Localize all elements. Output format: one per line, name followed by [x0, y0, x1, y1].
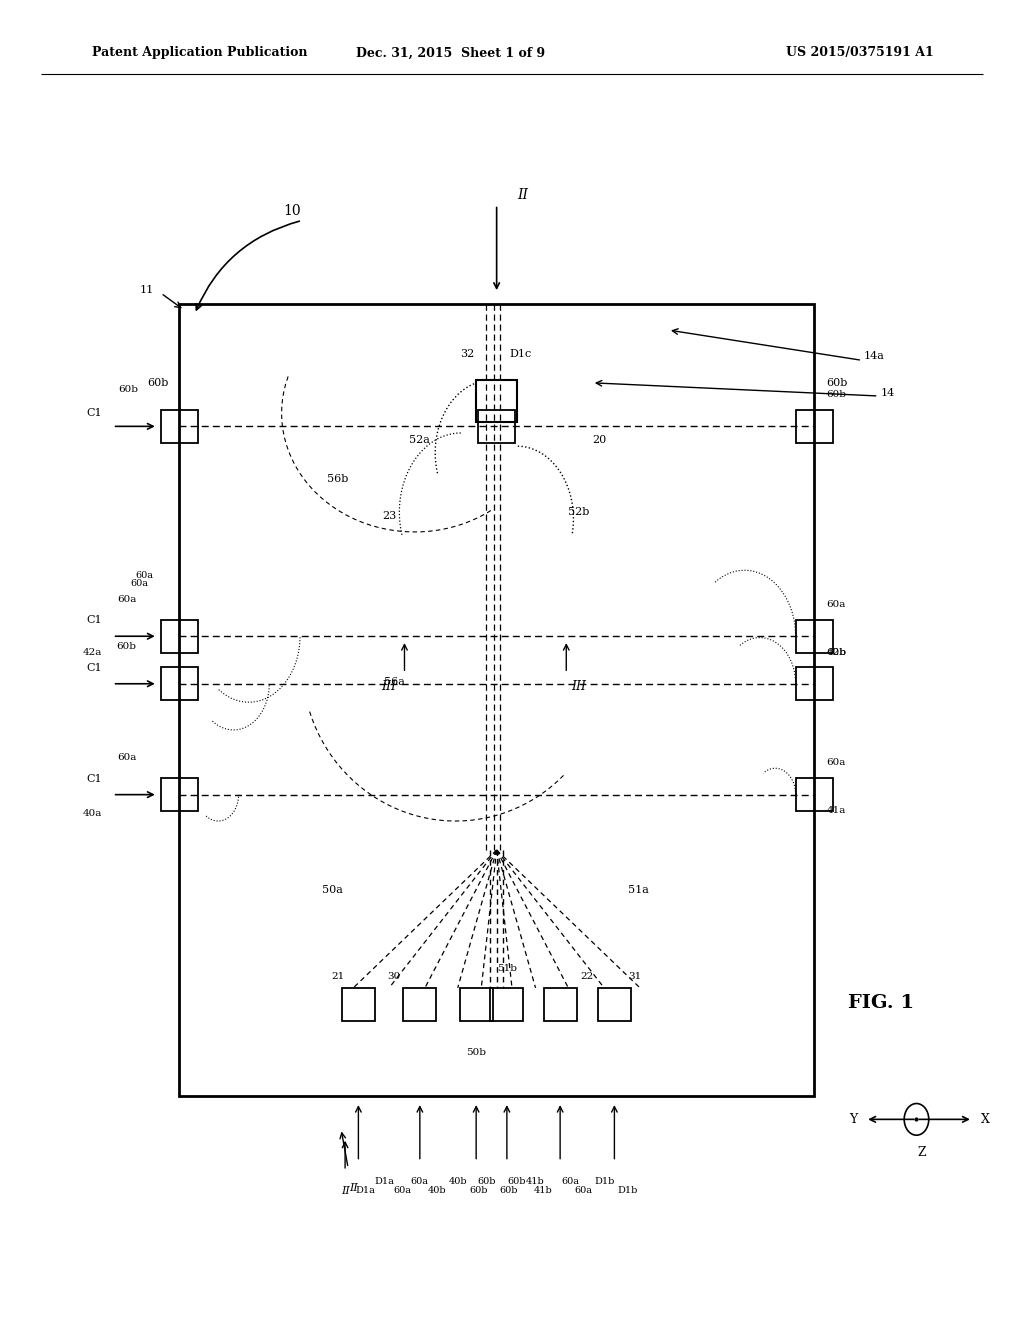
Text: 10: 10 — [283, 205, 301, 218]
Text: US 2015/0375191 A1: US 2015/0375191 A1 — [786, 46, 934, 59]
Bar — [796, 777, 833, 812]
Text: FIG. 1: FIG. 1 — [848, 994, 913, 1012]
Text: 60a: 60a — [117, 754, 136, 762]
Text: D1a: D1a — [374, 1177, 394, 1185]
Bar — [544, 987, 577, 1022]
Bar — [403, 987, 436, 1022]
Text: 60a: 60a — [574, 1187, 593, 1195]
Text: 31: 31 — [629, 972, 641, 981]
Bar — [161, 619, 198, 653]
Text: 60b: 60b — [500, 1187, 518, 1195]
Text: 60a: 60a — [826, 601, 846, 609]
Text: Z: Z — [918, 1146, 926, 1159]
Text: 32: 32 — [460, 348, 474, 359]
Text: 60a: 60a — [130, 579, 148, 587]
Text: 30: 30 — [388, 972, 400, 981]
Text: 60b: 60b — [508, 1177, 526, 1185]
Text: 56a: 56a — [384, 677, 404, 688]
Bar — [161, 777, 198, 812]
Bar — [476, 380, 517, 422]
Text: 14: 14 — [881, 388, 895, 399]
Text: 40b: 40b — [449, 1177, 467, 1185]
Text: 60b: 60b — [826, 378, 848, 388]
Text: 60b: 60b — [116, 643, 136, 651]
Bar — [796, 409, 833, 444]
Text: 42a: 42a — [83, 648, 102, 656]
Text: 40a: 40a — [83, 809, 102, 817]
Text: 56b: 56b — [328, 474, 348, 484]
Text: 42b: 42b — [826, 648, 847, 656]
Text: 41b: 41b — [534, 1187, 552, 1195]
Text: 52a: 52a — [410, 434, 430, 445]
Text: D1c: D1c — [509, 348, 531, 359]
Text: 22: 22 — [581, 972, 593, 981]
Text: D1b: D1b — [617, 1187, 638, 1195]
Text: 52b: 52b — [568, 507, 589, 517]
Text: Y: Y — [849, 1113, 857, 1126]
Text: III: III — [571, 680, 586, 693]
Bar — [342, 987, 375, 1022]
Bar — [796, 619, 833, 653]
Bar — [161, 409, 198, 444]
Text: 51b: 51b — [497, 965, 517, 973]
Text: C1: C1 — [87, 408, 102, 418]
Text: 14a: 14a — [863, 351, 884, 362]
Text: 60a: 60a — [135, 572, 154, 579]
Text: 60b: 60b — [826, 391, 847, 399]
Text: C1: C1 — [87, 615, 102, 626]
Text: Dec. 31, 2015  Sheet 1 of 9: Dec. 31, 2015 Sheet 1 of 9 — [356, 46, 545, 59]
Text: 50b: 50b — [466, 1048, 486, 1056]
Text: D1a: D1a — [355, 1187, 376, 1195]
Text: 50a: 50a — [323, 884, 343, 895]
Text: 11: 11 — [139, 285, 154, 296]
Text: D1b: D1b — [594, 1177, 614, 1185]
Text: II: II — [341, 1185, 349, 1196]
Text: 60b: 60b — [469, 1187, 487, 1195]
Bar — [796, 667, 833, 701]
Text: 60a: 60a — [561, 1177, 580, 1185]
Text: 20: 20 — [592, 434, 606, 445]
Text: C1: C1 — [87, 774, 102, 784]
Text: Patent Application Publication: Patent Application Publication — [92, 46, 307, 59]
Text: 60a: 60a — [117, 595, 136, 603]
Bar — [179, 304, 814, 1096]
Text: 51a: 51a — [628, 884, 648, 895]
Text: 60b: 60b — [477, 1177, 496, 1185]
Text: X: X — [981, 1113, 989, 1126]
Text: 41a: 41a — [826, 807, 846, 814]
Text: 23: 23 — [382, 511, 396, 521]
Text: 40b: 40b — [428, 1187, 446, 1195]
Text: II: II — [517, 189, 528, 202]
Text: 60b: 60b — [826, 648, 847, 656]
Bar — [460, 987, 493, 1022]
Text: 60a: 60a — [393, 1187, 412, 1195]
Text: 41b: 41b — [526, 1177, 545, 1185]
Text: 60a: 60a — [826, 759, 846, 767]
Text: II: II — [349, 1183, 357, 1193]
Text: 60b: 60b — [147, 378, 169, 388]
Text: 60b: 60b — [118, 385, 138, 393]
Bar — [161, 667, 198, 701]
Text: C1: C1 — [87, 663, 102, 673]
Bar — [490, 987, 523, 1022]
Bar — [598, 987, 631, 1022]
Text: III: III — [382, 680, 396, 693]
Text: 60a: 60a — [411, 1177, 429, 1185]
Bar — [478, 409, 515, 444]
Text: 21: 21 — [332, 972, 344, 981]
